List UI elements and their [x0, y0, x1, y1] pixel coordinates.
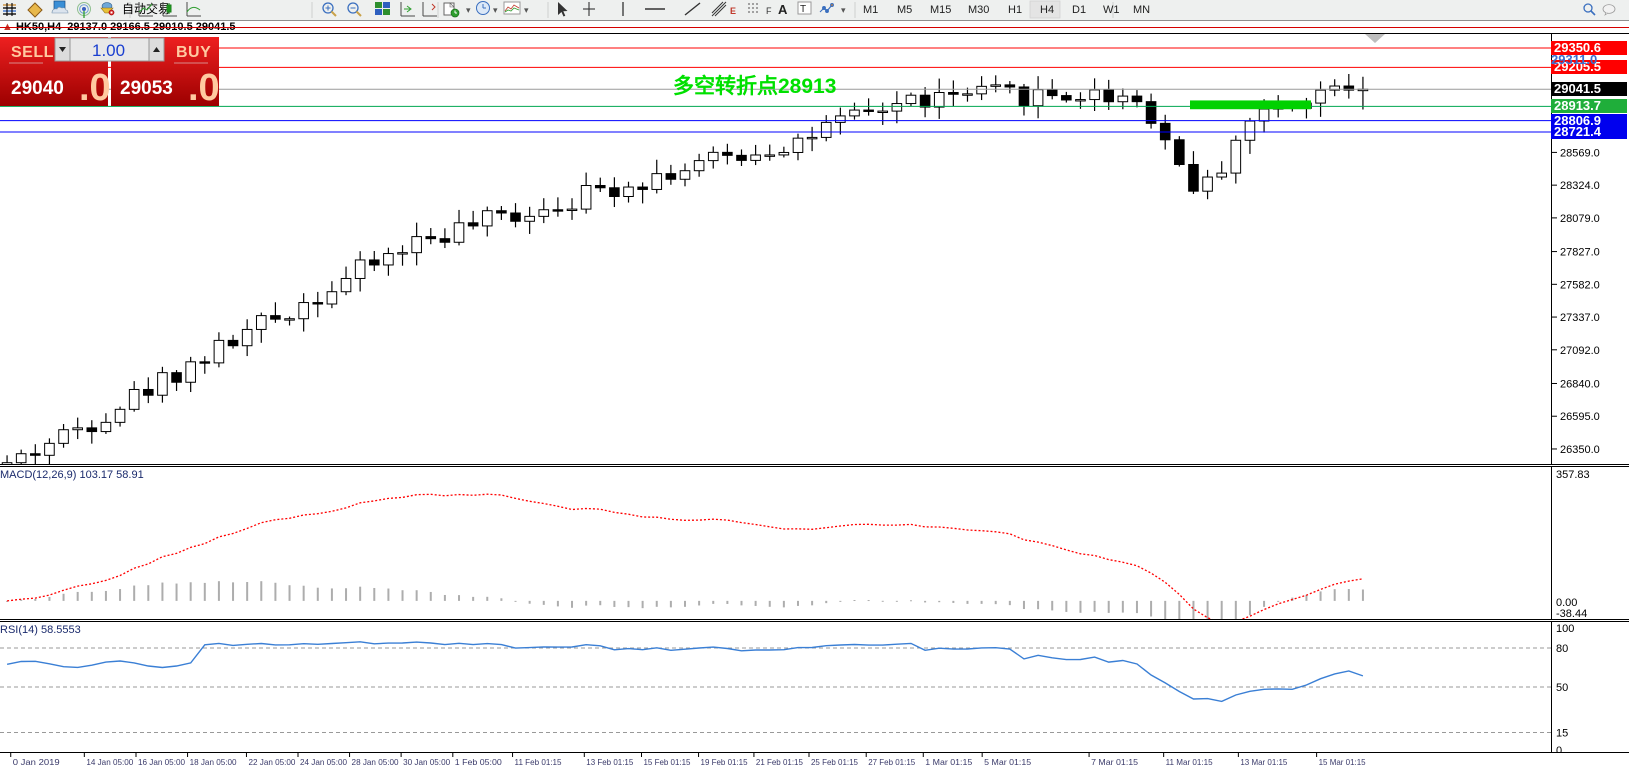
svg-text:22 Jan 05:00: 22 Jan 05:00: [248, 757, 295, 767]
svg-text:5 Mar 01:15: 5 Mar 01:15: [984, 757, 1031, 767]
svg-text:21 Feb 01:15: 21 Feb 01:15: [756, 757, 803, 767]
svg-text:A: A: [778, 2, 788, 17]
svg-text:H1: H1: [1008, 4, 1022, 16]
svg-text:357.83: 357.83: [1556, 469, 1590, 481]
svg-text:11 Mar 01:15: 11 Mar 01:15: [1166, 757, 1213, 767]
svg-text:W1: W1: [1103, 4, 1120, 16]
svg-text:1 Mar 01:15: 1 Mar 01:15: [925, 757, 972, 767]
svg-text:24 Jan 05:00: 24 Jan 05:00: [300, 757, 347, 767]
svg-text:25 Feb 01:15: 25 Feb 01:15: [811, 757, 858, 767]
svg-text:80: 80: [1556, 643, 1568, 655]
svg-text:▾: ▾: [841, 5, 846, 15]
svg-text:7 Mar 01:15: 7 Mar 01:15: [1091, 757, 1138, 767]
svg-text:28 Jan 05:00: 28 Jan 05:00: [352, 757, 399, 767]
svg-text:27 Feb 01:15: 27 Feb 01:15: [868, 757, 915, 767]
svg-text:15: 15: [1556, 728, 1568, 740]
svg-text:M1: M1: [863, 4, 878, 16]
svg-text:1 Feb 05:00: 1 Feb 05:00: [455, 757, 502, 767]
svg-text:50: 50: [1556, 682, 1568, 694]
svg-text:13 Mar 01:15: 13 Mar 01:15: [1240, 757, 1287, 767]
svg-text:M5: M5: [897, 4, 912, 16]
svg-text:E: E: [730, 6, 736, 16]
svg-text:0: 0: [1556, 745, 1562, 752]
svg-text:1.00: 1.00: [92, 41, 125, 60]
svg-text:MN: MN: [1133, 4, 1150, 16]
svg-text:100: 100: [1556, 623, 1574, 635]
svg-text:30 Jan 05:00: 30 Jan 05:00: [403, 757, 450, 767]
svg-text:H4: H4: [1040, 4, 1054, 16]
svg-text:29040: 29040: [11, 78, 64, 99]
svg-text:13 Feb 01:15: 13 Feb 01:15: [586, 757, 633, 767]
svg-text:SELL: SELL: [11, 44, 54, 61]
svg-text:18 Jan 05:00: 18 Jan 05:00: [190, 757, 237, 767]
svg-text:16 Jan 05:00: 16 Jan 05:00: [138, 757, 185, 767]
svg-text:▾: ▾: [493, 5, 498, 15]
svg-text:.0: .0: [79, 67, 111, 106]
svg-text:0 Jan 2019: 0 Jan 2019: [13, 757, 60, 767]
svg-text:F: F: [766, 6, 772, 16]
svg-text:▾: ▾: [524, 5, 529, 15]
svg-text:▾: ▾: [466, 5, 471, 15]
svg-text:多空转折点28913: 多空转折点28913: [673, 74, 836, 98]
svg-text:M30: M30: [968, 4, 989, 16]
svg-text:15 Feb 01:15: 15 Feb 01:15: [643, 757, 690, 767]
svg-text:T: T: [800, 4, 806, 15]
svg-text:15 Mar 01:15: 15 Mar 01:15: [1319, 757, 1366, 767]
svg-text:D1: D1: [1072, 4, 1086, 16]
svg-text:14 Jan 05:00: 14 Jan 05:00: [86, 757, 133, 767]
svg-text:11 Feb 01:15: 11 Feb 01:15: [515, 757, 562, 767]
svg-text:.0: .0: [188, 67, 219, 106]
svg-text:19 Feb 01:15: 19 Feb 01:15: [701, 757, 748, 767]
svg-text:M15: M15: [930, 4, 951, 16]
svg-text:BUY: BUY: [176, 44, 211, 61]
svg-text:29053: 29053: [120, 78, 173, 99]
